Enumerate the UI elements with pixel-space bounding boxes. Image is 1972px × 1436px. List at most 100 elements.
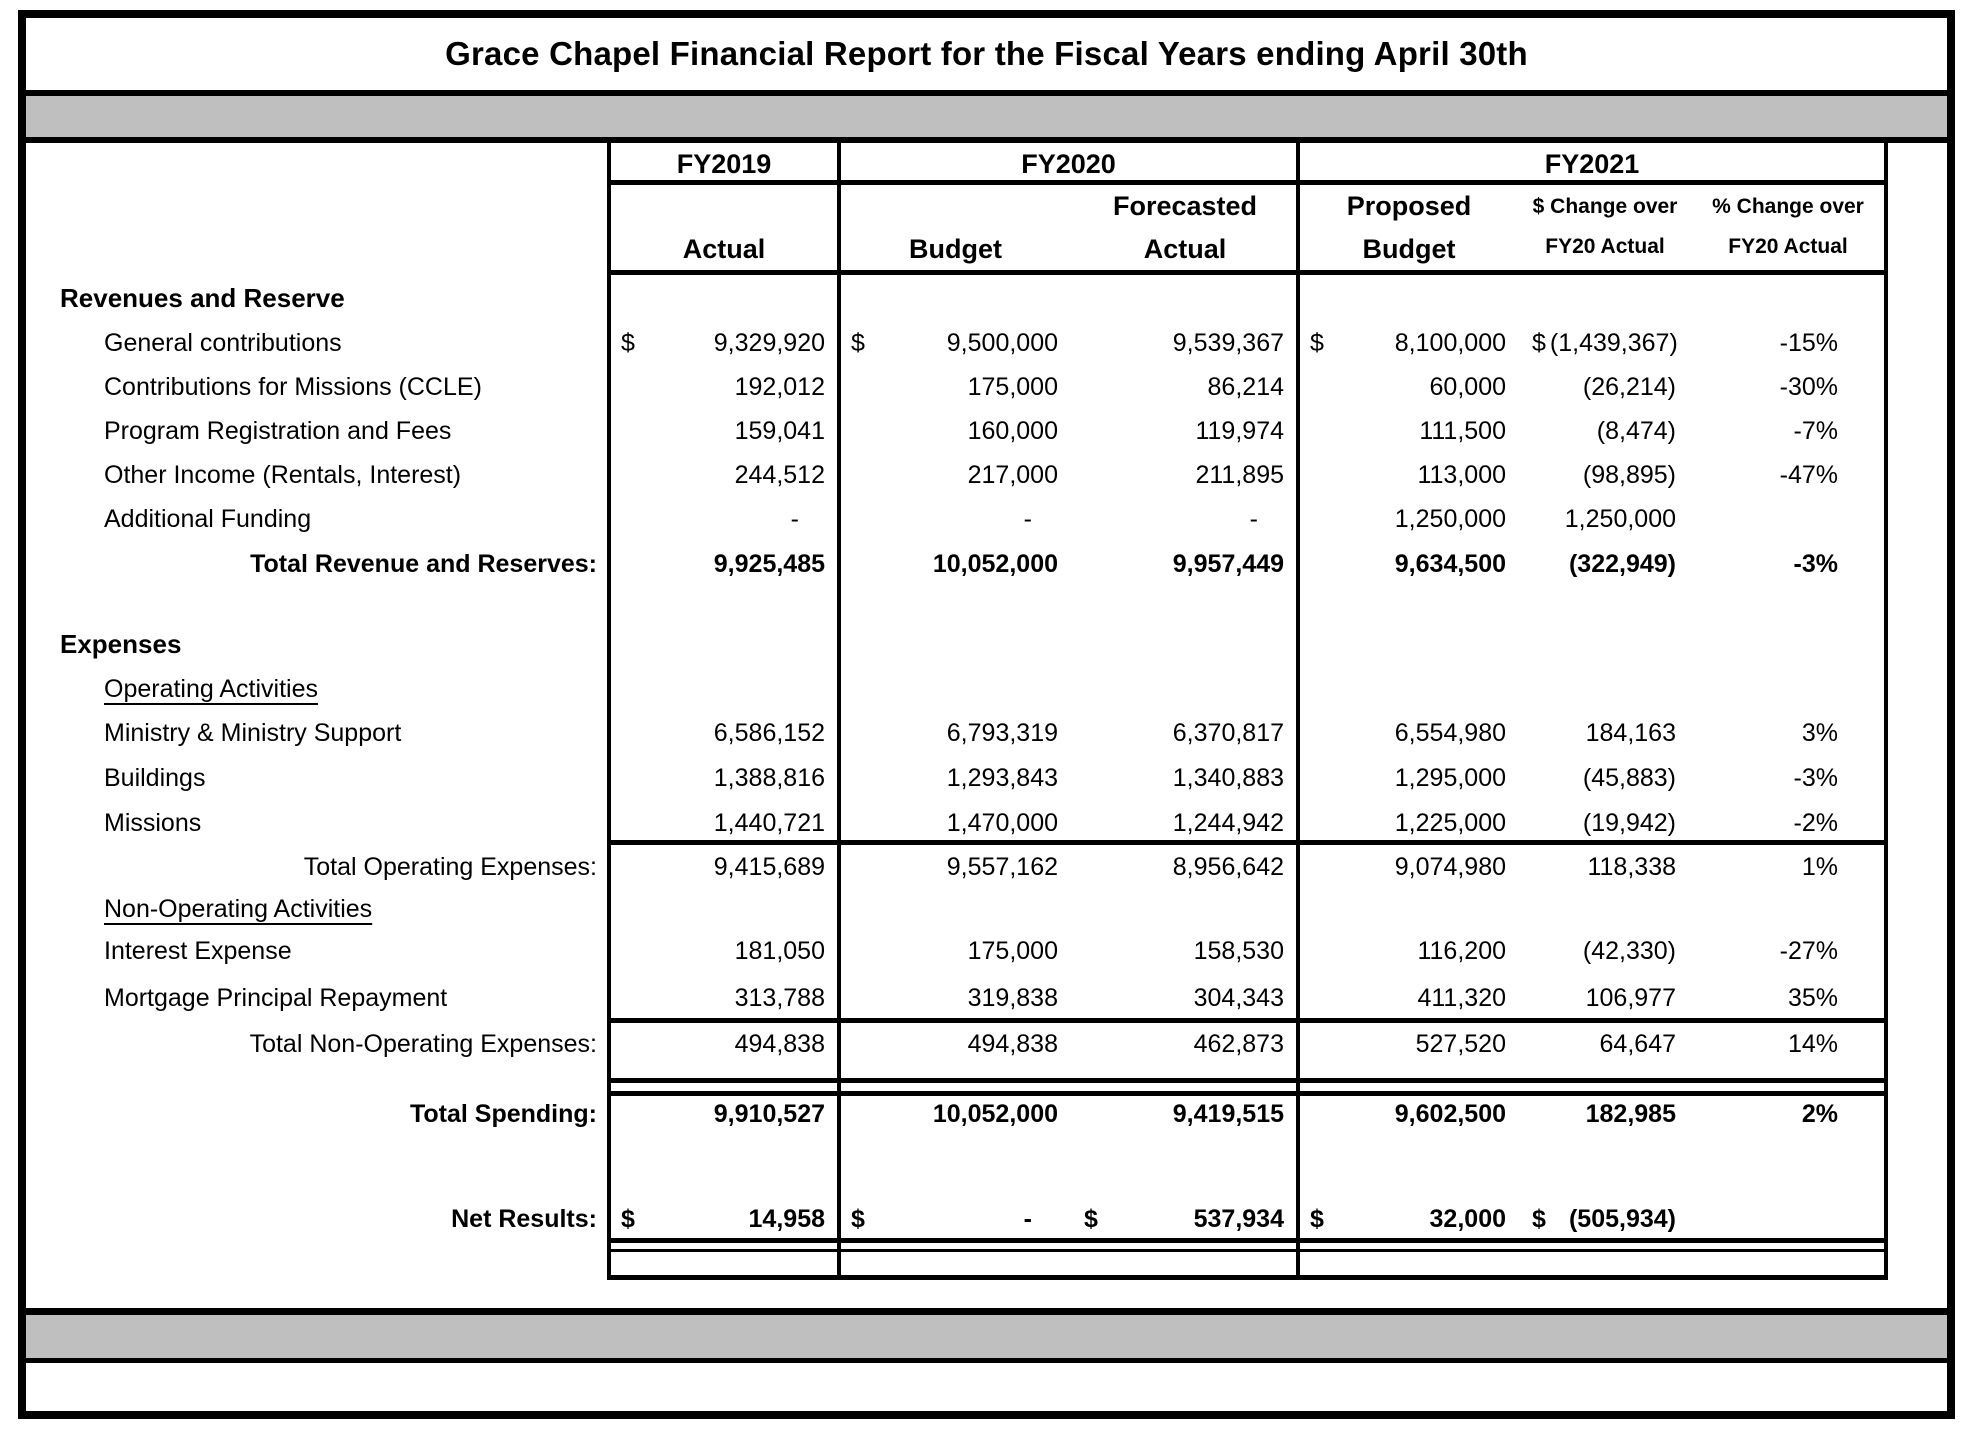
cell-value: 9,634,500 (1394, 549, 1506, 578)
row-label (26, 1083, 609, 1091)
cell-fy2021-pct-change: 14% (1690, 1023, 1886, 1065)
dollar-sign: $ (621, 1204, 635, 1233)
gap-cell (1886, 1023, 1947, 1065)
spacer-row (26, 1065, 1947, 1083)
cell-value: 411,320 (1417, 983, 1506, 1012)
dollar-sign: $ (851, 1204, 865, 1233)
cell-fy2021-dollar-change: (98,895) (1520, 453, 1690, 497)
cell-fy2021-proposed-budget: 116,200 (1298, 929, 1520, 973)
cell-value: (8,474) (1596, 416, 1676, 445)
cell-fy2020-forecasted-actual (1072, 275, 1298, 321)
cell-fy2019-actual: 1,388,816 (609, 756, 839, 801)
cell-fy2020-forecasted-actual (1072, 1137, 1298, 1195)
cell-value: 6,370,817 (1172, 719, 1284, 747)
cell-fy2020-budget: 175,000 (839, 365, 1072, 409)
cell-value: 9,415,689 (713, 852, 825, 881)
cell-fy2019-actual (609, 889, 839, 929)
cell-value: 313,788 (734, 983, 825, 1012)
report-title: Grace Chapel Financial Report for the Fi… (445, 35, 1528, 72)
cell-value: 1,388,816 (713, 764, 825, 792)
cell-fy2021-pct-change (1690, 889, 1886, 929)
cell-fy2020-budget (839, 1137, 1072, 1195)
gap-cell (1886, 541, 1947, 587)
cell-fy2021-pct-change: 35% (1690, 973, 1886, 1023)
gap-cell (1886, 845, 1947, 889)
cell-fy2020-forecasted-actual: 9,419,515 (1072, 1091, 1298, 1137)
dollar-sign: $ (1532, 328, 1546, 357)
cell-fy2021-dollar-change: 64,647 (1520, 1023, 1690, 1065)
cell-fy2021-pct-change (1690, 667, 1886, 711)
cell-fy2019-actual: 6,586,152 (609, 711, 839, 756)
top-gray-band (26, 96, 1947, 143)
cell-fy2019-actual: 192,012 (609, 365, 839, 409)
cell-fy2019-actual (609, 587, 839, 621)
cell-fy2021-dollar-change: (322,949) (1520, 541, 1690, 587)
gap-cell (1886, 1083, 1947, 1091)
cell-fy2019-actual: 494,838 (609, 1023, 839, 1065)
cell-fy2020-forecasted-actual: 6,370,817 (1072, 711, 1298, 756)
cell-fy2020-budget (839, 621, 1072, 667)
table-row: Additional Funding - - - 1,250,000 1,250,000 (26, 497, 1947, 541)
cell-fy2021-pct-change: -27% (1690, 929, 1886, 973)
vertical-border (1884, 143, 1888, 1280)
gap-cell (1886, 497, 1947, 541)
cell-fy2021-pct-change (1690, 1083, 1886, 1091)
cell-fy2021-pct-change (1690, 1195, 1886, 1243)
cell-value: (505,934) (1568, 1204, 1676, 1233)
cell-value: 9,557,162 (946, 852, 1058, 881)
cell-fy2019-actual (609, 275, 839, 321)
cell-fy2021-proposed-budget: 111,500 (1298, 409, 1520, 453)
header-dollar-change-line2: FY20 Actual (1545, 235, 1665, 258)
cell-fy2021-proposed-budget (1298, 889, 1520, 929)
header-dollar-change-line1: $ Change over (1532, 195, 1678, 218)
cell-fy2020-forecasted-actual: 158,530 (1072, 929, 1298, 973)
row-label: Total Non-Operating Expenses: (249, 1029, 597, 1058)
cell-fy2019-actual: $14,958 (609, 1195, 839, 1243)
cell-fy2019-actual: 9,925,485 (609, 541, 839, 587)
cell-fy2021-proposed-budget: 1,250,000 (1298, 497, 1520, 541)
cell-value: - (790, 504, 799, 533)
cell-value: -15% (1779, 328, 1838, 357)
table-row: Interest Expense 181,050 175,000 158,530 116… (26, 929, 1947, 973)
table-row: Operating Activities (26, 667, 1947, 711)
gap-cell (1886, 667, 1947, 711)
cell-fy2020-forecasted-actual: 1,244,942 (1072, 801, 1298, 845)
cell-fy2020-forecasted-actual: - (1072, 497, 1298, 541)
cell-value: 116,200 (1417, 936, 1506, 965)
cell-fy2020-forecasted-actual: 9,957,449 (1072, 541, 1298, 587)
cell-value: 159,041 (734, 416, 825, 445)
cell-value: 6,554,980 (1394, 719, 1506, 747)
gap-cell (1886, 453, 1947, 497)
gap-cell (1886, 929, 1947, 973)
cell-value: 1,244,942 (1172, 808, 1284, 837)
cell-value: 8,956,642 (1172, 852, 1284, 881)
cell-fy2021-dollar-change: $ (1,439,367) (1520, 321, 1690, 365)
spacer-row (26, 1243, 1947, 1252)
cell-value: 64,647 (1599, 1029, 1676, 1058)
table-row: Revenues and Reserve (26, 275, 1947, 321)
cell-value: -47% (1779, 460, 1838, 489)
cell-fy2021-proposed-budget: 6,554,980 (1298, 711, 1520, 756)
cell-value: 160,000 (967, 416, 1058, 445)
cell-value: (98,895) (1582, 460, 1676, 489)
row-label: Operating Activities (104, 674, 318, 703)
vertical-border (1296, 143, 1300, 1280)
cell-fy2021-dollar-change: 1,250,000 (1520, 497, 1690, 541)
gap-cell (1886, 275, 1947, 321)
row-label: Ministry & Ministry Support (104, 719, 402, 747)
header-fy2020-forecasted-actual: Forecasted Actual (1072, 185, 1298, 275)
horizontal-border (609, 1275, 1886, 1280)
cell-fy2019-actual (609, 1083, 839, 1091)
cell-value: 1,470,000 (946, 808, 1058, 837)
cell-value: - (1023, 504, 1032, 533)
table-row: Total Operating Expenses: 9,415,689 9,557,… (26, 845, 1947, 889)
cell-value: 304,343 (1193, 983, 1284, 1012)
cell-fy2021-dollar-change: 184,163 (1520, 711, 1690, 756)
table-row: Contributions for Missions (CCLE) 192,012… (26, 365, 1947, 409)
cell-fy2021-dollar-change (1520, 587, 1690, 621)
cell-fy2020-forecasted-actual: 86,214 (1072, 365, 1298, 409)
cell-fy2021-proposed-budget: 1,225,000 (1298, 801, 1520, 845)
cell-value: -3% (1793, 764, 1838, 792)
cell-fy2021-proposed-budget: 9,602,500 (1298, 1091, 1520, 1137)
